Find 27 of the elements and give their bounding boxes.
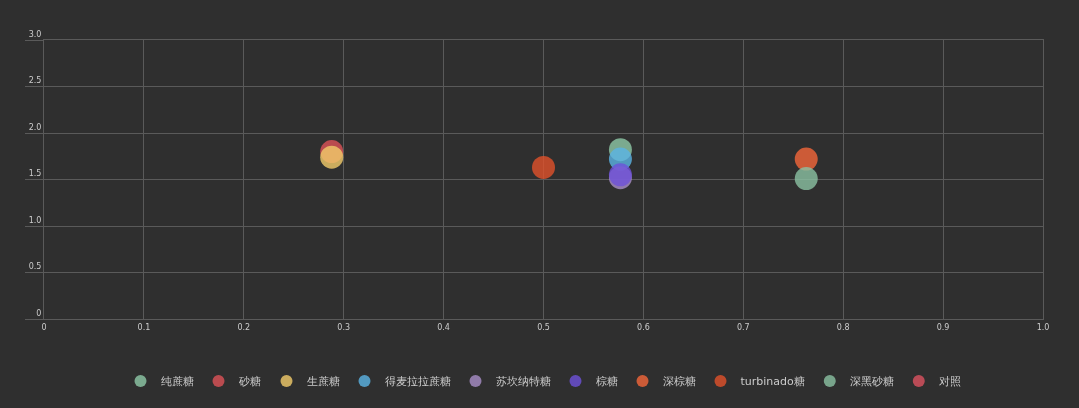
- legend-label: 对照: [938, 375, 961, 389]
- x-tick-label: 0.5: [537, 322, 550, 332]
- y-tick-label: 1.5: [28, 169, 42, 179]
- x-tick-label: 0.7: [736, 322, 750, 332]
- y-tick-label: 3.0: [28, 29, 42, 39]
- y-tick-label: 0: [36, 308, 42, 318]
- x-tick-label: 0.6: [637, 322, 650, 332]
- x-tick-label: 0.9: [936, 322, 950, 332]
- legend-label: 深棕糖: [662, 375, 696, 389]
- legend-label: 砂糖: [237, 375, 261, 389]
- x-tick-label: 0.3: [337, 322, 351, 332]
- x-tick-label: 1.0: [1036, 322, 1050, 332]
- legend-label: 深黑砂糖: [849, 375, 894, 389]
- x-tick-label: 0.2: [237, 322, 251, 332]
- legend-label: 苏坎纳特糖: [495, 375, 551, 389]
- y-tick-label: 2.0: [28, 122, 42, 132]
- legend-label: 得麦拉拉蔗糖: [384, 375, 451, 389]
- y-tick-label: 2.5: [28, 76, 42, 86]
- y-tick-label: 1.0: [28, 215, 42, 225]
- legend-label: 生蔗糖: [306, 375, 340, 389]
- y-tick-label: 0.5: [28, 262, 42, 272]
- x-tick-label: 0.4: [437, 322, 450, 332]
- legend-label: 纯蔗糖: [160, 375, 194, 389]
- legend-label: 棕糖: [595, 375, 618, 389]
- x-tick-label: 0.8: [836, 322, 850, 332]
- x-tick-label: 0.1: [137, 322, 151, 332]
- legend-label: turbinado糖: [740, 375, 805, 389]
